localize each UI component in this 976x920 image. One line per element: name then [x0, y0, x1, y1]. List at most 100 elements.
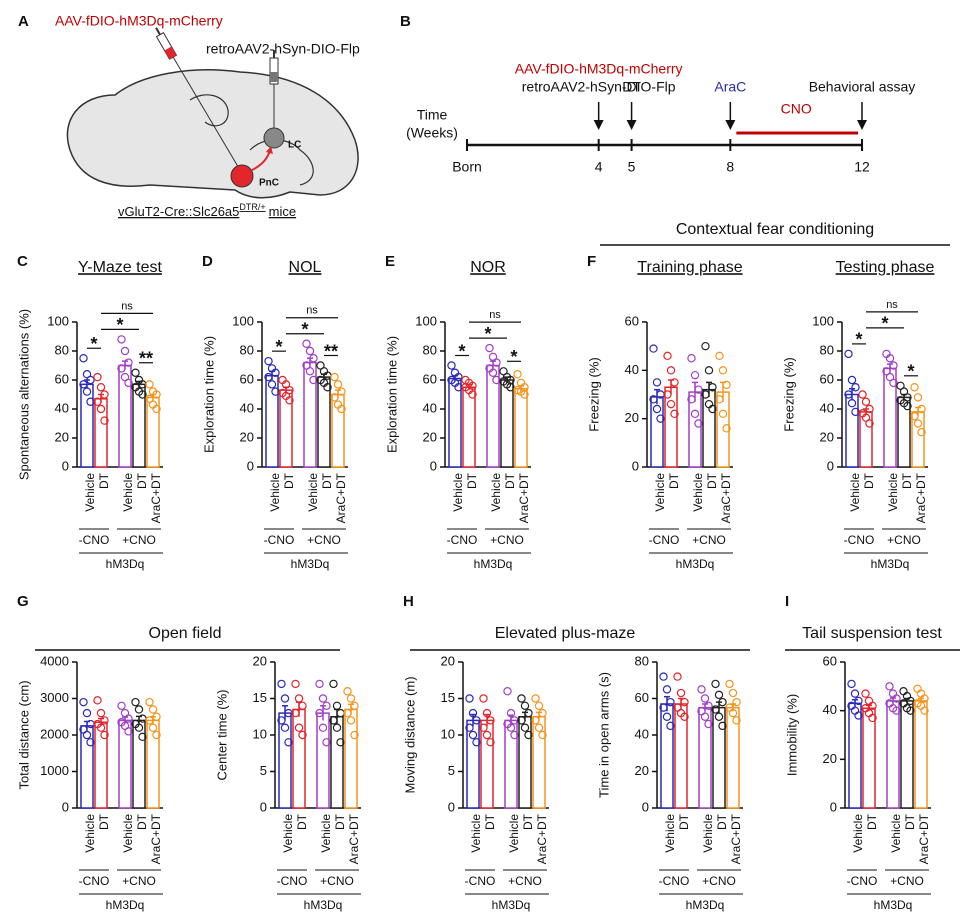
data-point [700, 694, 710, 703]
x-tick-label: DT [483, 813, 497, 830]
data-point [858, 390, 867, 399]
y-tick-label: 60 [240, 371, 254, 386]
data-point [697, 685, 706, 694]
data-point [844, 390, 853, 399]
genotype-label: hM3Dq [474, 557, 513, 571]
x-tick-label: Vehicle [489, 473, 503, 512]
data-point [305, 346, 315, 356]
x-tick-label: Vehicle [653, 473, 667, 512]
data-point [124, 378, 133, 388]
group-label: +CNO [490, 533, 524, 547]
y-tick-label: 20 [625, 410, 639, 425]
data-point [332, 701, 342, 711]
y-tick-label: 20 [253, 653, 267, 668]
data-point [294, 723, 304, 732]
data-point [479, 723, 488, 732]
syringe [269, 50, 279, 85]
x-tick-label: Vehicle [701, 814, 715, 853]
data-point [916, 689, 926, 698]
data-point [649, 395, 658, 404]
injection-path [165, 44, 241, 171]
mouse-suffix: mice [269, 204, 296, 219]
timeline-tick-label: 5 [628, 159, 636, 175]
y-tick-label: 80 [820, 342, 834, 357]
data-point [728, 708, 738, 718]
group-label: +CNO [508, 874, 542, 888]
section-header: Contextual fear conditioning [676, 221, 874, 238]
data-point [350, 701, 359, 711]
syringe-fill [164, 46, 177, 60]
bar [316, 712, 330, 809]
data-point [861, 689, 870, 698]
y-tick-label: 0 [448, 799, 455, 814]
event-label: retroAAV2-hSyn-DIO-Flp [522, 79, 676, 95]
data-point [468, 390, 477, 399]
data-point [291, 679, 300, 689]
y-tick-label: 100 [812, 313, 834, 328]
data-point [465, 723, 474, 732]
group-label: -CNO [659, 874, 690, 888]
data-point [913, 684, 922, 693]
bar [518, 716, 532, 809]
data-point [718, 697, 727, 707]
data-point [732, 716, 741, 725]
panel-letter: B [400, 13, 411, 30]
pnc-region [230, 164, 254, 188]
data-point [472, 716, 481, 725]
data-point [305, 367, 315, 376]
bar [330, 716, 344, 809]
y-tick-label: 100 [232, 313, 254, 328]
data-point [524, 708, 533, 718]
genotype-label: hM3Dq [106, 557, 145, 571]
data-point [330, 393, 339, 402]
data-point [96, 723, 106, 732]
bar [702, 388, 716, 468]
y-tick-label: 20 [55, 429, 69, 444]
data-point [138, 390, 147, 399]
data-point [131, 368, 140, 377]
data-point [100, 390, 109, 399]
group-label: +CNO [320, 874, 354, 888]
genotype-label: hM3Dq [874, 898, 913, 912]
brain [66, 69, 359, 199]
group-label: -CNO [649, 533, 680, 547]
data-point [100, 730, 109, 740]
x-tick-label: DT [705, 472, 719, 489]
x-tick-label: Vehicle [83, 814, 97, 853]
x-tick-label: Vehicle [507, 814, 521, 853]
x-tick-label: AraC+DT [729, 813, 743, 864]
chart-title: Y-Maze test [78, 259, 162, 276]
data-point [482, 708, 492, 718]
data-point [531, 694, 540, 703]
data-point [120, 346, 130, 356]
data-point [910, 383, 919, 392]
data-point [917, 404, 926, 414]
data-point [864, 696, 874, 706]
data-point [889, 361, 898, 370]
data-point [690, 370, 700, 380]
syringe-plunger [155, 27, 161, 36]
mouse-superscript: DTR/+ [239, 202, 265, 212]
region-label: LC [288, 140, 301, 151]
x-tick-label: Vehicle [121, 473, 135, 512]
data-point [520, 701, 530, 711]
data-point [486, 716, 495, 725]
data-point [506, 708, 516, 718]
x-tick-label: Vehicle [469, 814, 483, 853]
significance-label: ns [886, 299, 898, 311]
x-tick-label: DT [677, 813, 691, 830]
data-point [145, 380, 154, 389]
data-point [538, 730, 547, 740]
bar [480, 719, 494, 809]
data-point [284, 738, 293, 747]
data-point [517, 716, 526, 725]
data-point [506, 383, 515, 392]
data-point [315, 708, 324, 718]
x-tick-label: Vehicle [691, 473, 705, 512]
data-point [885, 682, 894, 691]
data-point [294, 694, 304, 703]
data-point [96, 404, 106, 414]
data-point [892, 694, 901, 703]
brain-fold [189, 94, 229, 127]
y-tick-label: 15 [253, 690, 267, 705]
